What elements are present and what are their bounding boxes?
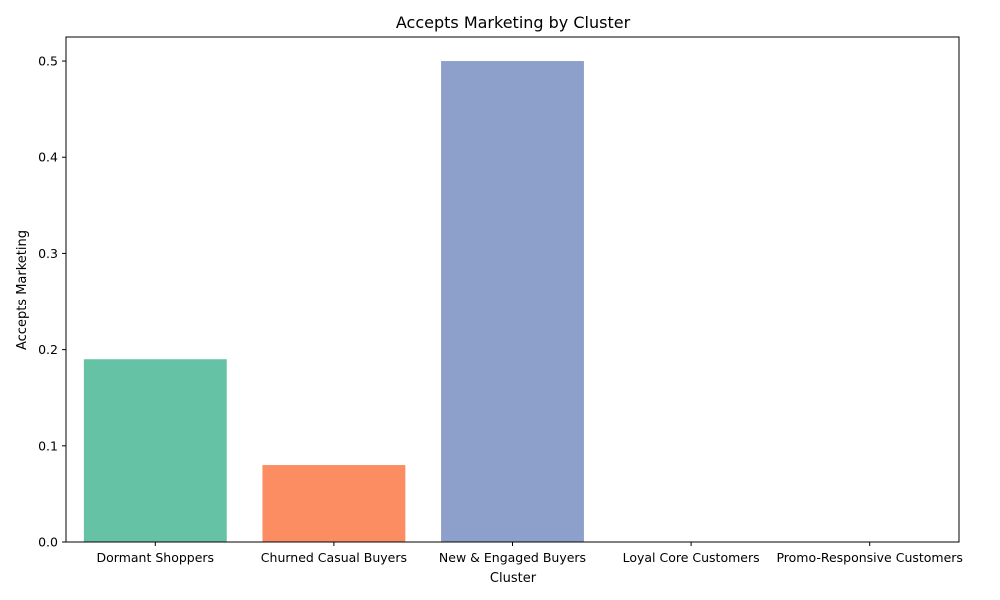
y-axis-ticks: 0.0 0.1 0.2 0.3 0.4 0.5 — [38, 54, 66, 550]
y-tick-label: 0.2 — [38, 342, 58, 357]
bars-layer — [83, 61, 584, 543]
y-tick-label: 0.4 — [38, 150, 58, 165]
bar-2 — [441, 61, 584, 543]
plot-frame — [65, 36, 960, 543]
y-tick-label: 0.0 — [38, 535, 58, 550]
x-tick-label: Dormant Shoppers — [97, 550, 215, 565]
y-tick-label: 0.3 — [38, 246, 58, 261]
x-tick-label: New & Engaged Buyers — [439, 550, 586, 565]
x-tick-label: Promo-Responsive Customers — [776, 550, 963, 565]
y-tick-label: 0.5 — [38, 54, 58, 69]
bar-1 — [262, 465, 406, 542]
x-tick-label: Churned Casual Buyers — [261, 550, 407, 565]
chart-title: Accepts Marketing by Cluster — [396, 13, 631, 32]
x-tick-label: Loyal Core Customers — [623, 550, 760, 565]
bar-0 — [83, 359, 227, 542]
x-axis-label: Cluster — [490, 571, 537, 586]
y-tick-label: 0.1 — [38, 438, 58, 453]
y-axis-label: Accepts Marketing — [15, 230, 30, 350]
x-axis-ticks: Dormant Shoppers Churned Casual Buyers New… — [97, 542, 963, 565]
